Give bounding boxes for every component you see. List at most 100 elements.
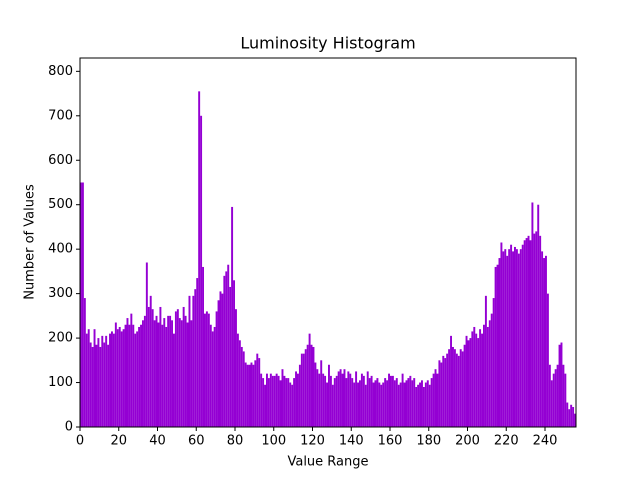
bar [556,364,559,427]
bar [403,382,406,427]
bar [238,340,241,427]
bar [366,371,369,427]
bar [153,320,156,427]
bar [550,380,553,427]
bar [178,318,181,427]
bar [221,293,224,427]
bar [512,251,514,427]
bar [89,342,92,427]
bar [432,373,435,427]
bar [428,384,431,427]
bar [264,384,266,427]
bar [531,202,534,427]
bar [295,371,297,427]
bar [225,271,228,427]
bar [297,373,299,427]
bar [411,380,414,427]
bar [415,386,418,427]
bar [233,280,235,427]
bar [453,349,456,427]
bar [101,335,104,427]
bar [112,333,115,427]
bar [384,378,387,427]
y-tick-label: 700 [48,108,73,123]
bar [83,298,86,427]
bar [298,364,301,427]
bar [163,318,166,427]
bar [285,378,288,427]
bar [186,322,189,427]
x-tick-label: 0 [76,434,84,449]
bar [302,353,305,427]
bar [461,351,464,427]
bar [167,315,170,427]
bar [134,333,137,427]
bar [471,331,474,427]
bar [368,378,371,427]
bar [312,346,315,427]
bar [502,251,505,427]
bar [438,360,441,427]
bar [87,329,90,427]
bar [353,382,356,427]
bar [322,373,325,427]
bar [494,266,497,427]
bar [395,378,398,427]
bar [128,324,131,427]
y-tick-label: 300 [48,286,73,301]
bar [157,322,160,427]
bar [277,375,280,427]
bar [204,313,206,427]
bar [370,375,373,427]
bar [149,295,152,427]
bar [188,295,191,427]
bar [545,255,547,427]
bar [266,373,268,427]
bar [254,360,257,427]
bar [248,364,251,427]
bar [136,331,139,427]
bar [93,329,96,427]
bar [240,346,243,427]
bar [463,344,466,427]
bar [388,373,390,427]
bar [209,324,212,427]
bar [283,375,286,427]
bar [488,320,491,427]
bar [498,258,501,427]
bar [465,335,468,427]
bar [324,375,327,427]
bar [506,255,509,427]
bar [200,115,203,428]
bar [279,380,282,427]
bar [262,378,265,427]
bar [291,384,294,427]
bar [440,362,443,427]
bar [85,333,88,427]
bar [405,380,408,427]
bar [107,344,110,427]
bar [138,326,141,427]
bar [81,182,84,427]
bar [80,182,82,427]
bar [514,246,516,427]
x-tick-label: 40 [149,434,166,449]
bar [484,295,487,427]
bar [446,353,449,427]
bar [211,331,214,427]
plot-frame [79,57,577,428]
bar [455,353,458,427]
bar [533,233,536,427]
x-tick-label: 140 [339,434,364,449]
bar [184,315,187,427]
x-tick-label: 240 [533,434,558,449]
bar [357,382,359,427]
bar [510,244,513,427]
bar [407,378,410,427]
bar [560,342,563,427]
bar [109,333,111,427]
bar [267,378,270,427]
bar [558,344,561,427]
bar [293,378,296,427]
